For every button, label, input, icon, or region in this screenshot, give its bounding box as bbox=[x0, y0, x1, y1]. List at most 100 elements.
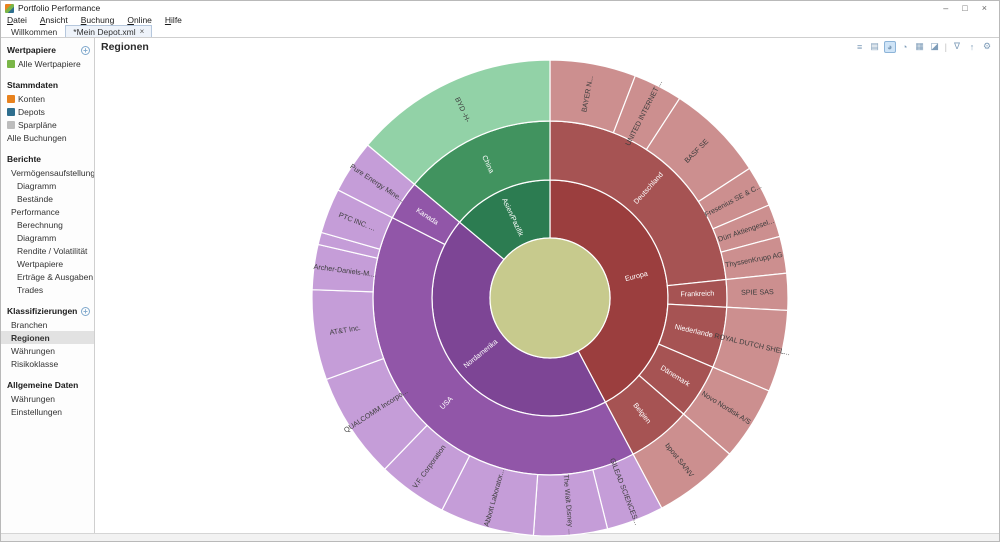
titlebar: Portfolio Performance – □ × bbox=[1, 1, 999, 14]
slice-label: SPIE SAS bbox=[741, 287, 774, 297]
chart-region: Europa Nordamerika Asien/Pazifik Deutschlan… bbox=[95, 55, 999, 537]
sidebar-item-depots[interactable]: Depots bbox=[1, 105, 94, 118]
list-view-icon[interactable]: ≡ bbox=[857, 41, 863, 52]
filter-icon[interactable]: ∇ bbox=[953, 41, 961, 51]
sidebar-item-label: Risikoklasse bbox=[11, 358, 59, 369]
tab-label: Willkommen bbox=[11, 26, 58, 37]
sidebar-item-label: Bestände bbox=[17, 193, 53, 204]
sidebar-item-berechnung[interactable]: Berechnung bbox=[1, 218, 94, 231]
savings-plan-icon bbox=[7, 120, 15, 129]
sidebar-item-label: Einstellungen bbox=[11, 406, 63, 417]
sidebar-item-verm-gensaufstellung[interactable]: Vermögensaufstellung bbox=[1, 166, 94, 179]
sidebar-item-label: Depots bbox=[18, 106, 45, 117]
slice-label: Frankreich bbox=[680, 289, 714, 299]
sidebar-item-label: Währungen bbox=[11, 393, 55, 404]
sidebar-item-label: Rendite / Volatilität bbox=[17, 245, 88, 256]
app-icon bbox=[5, 3, 14, 13]
sidebar-item-label: Erträge & Ausgaben bbox=[17, 271, 94, 282]
sidebar-section: Stammdaten Konten Depots Sparpläne Alle Buch… bbox=[1, 79, 94, 144]
main-header: Regionen ≡ ▤ ◕ ◔ ▦ ◪ | ∇ ↑ ⚙ bbox=[95, 38, 999, 55]
menubar: Datei Ansicht Buchung Online Hilfe bbox=[1, 14, 999, 26]
menu-item-online[interactable]: Online bbox=[127, 15, 152, 25]
menu-item-buchung[interactable]: Buchung bbox=[80, 15, 115, 25]
sidebar-item-diagramm[interactable]: Diagramm bbox=[1, 231, 94, 244]
portfolio-icon bbox=[7, 107, 15, 116]
sidebar-item-label: Wertpapiere bbox=[17, 258, 64, 269]
sidebar-item-ertr-ge-ausgaben[interactable]: Erträge & Ausgaben bbox=[1, 270, 94, 283]
sidebar-item-best-nde[interactable]: Bestände bbox=[1, 192, 94, 205]
close-button[interactable]: × bbox=[981, 2, 987, 13]
tabbar: Willkommen *Mein Depot.xml × bbox=[1, 25, 999, 38]
sidebar-item-label: Diagramm bbox=[17, 180, 57, 191]
sidebar-item-sparpl-ne[interactable]: Sparpläne bbox=[1, 118, 94, 131]
treemap-icon[interactable]: ▦ bbox=[915, 41, 924, 51]
plus-circle-icon[interactable]: + bbox=[81, 45, 90, 55]
sidebar-item-w-hrungen[interactable]: Währungen bbox=[1, 344, 94, 357]
window-title: Portfolio Performance bbox=[18, 3, 101, 13]
tab-label: *Mein Depot.xml bbox=[73, 26, 136, 37]
statusbar bbox=[1, 533, 999, 541]
sidebar-item-label: Berechnung bbox=[17, 219, 63, 230]
sidebar-item-regionen[interactable]: Regionen bbox=[1, 331, 94, 344]
sidebar-item-w-hrungen[interactable]: Währungen bbox=[1, 392, 94, 405]
sidebar: Wertpapiere + Alle Wertpapiere Stammdaten Ko… bbox=[1, 38, 95, 533]
sidebar-section: Klassifizierungen + Branchen Regionen Währun… bbox=[1, 305, 94, 370]
tab-close-icon[interactable]: × bbox=[139, 27, 145, 36]
page-title: Regionen bbox=[101, 40, 149, 53]
tab--mein-depot-xml[interactable]: *Mein Depot.xml × bbox=[65, 25, 153, 37]
menu-item-ansicht[interactable]: Ansicht bbox=[39, 15, 68, 25]
sidebar-section-title: Klassifizierungen bbox=[7, 306, 78, 316]
sidebar-section-title: Wertpapiere bbox=[7, 45, 56, 55]
plus-circle-icon[interactable]: + bbox=[81, 306, 90, 316]
sunburst-chart: EuropaNordamerikaAsien/PazifikDeutschlan… bbox=[311, 59, 791, 537]
view-toolbar: ≡ ▤ ◕ ◔ ▦ ◪ | ∇ ↑ ⚙ bbox=[854, 40, 993, 53]
minimize-button[interactable]: – bbox=[943, 2, 949, 13]
sidebar-section-header: Allgemeine Daten bbox=[1, 379, 94, 392]
settings-gear-icon[interactable]: ⚙ bbox=[982, 41, 992, 51]
toolbar-separator: | bbox=[944, 41, 947, 52]
sidebar-item-label: Währungen bbox=[11, 345, 55, 356]
sidebar-item-konten[interactable]: Konten bbox=[1, 92, 94, 105]
sidebar-section: Allgemeine Daten Währungen Einstellungen bbox=[1, 379, 94, 418]
sidebar-section-title: Berichte bbox=[7, 154, 42, 164]
sidebar-item-alle-wertpapiere[interactable]: Alle Wertpapiere bbox=[1, 57, 94, 70]
sidebar-item-label: Alle Wertpapiere bbox=[18, 58, 81, 69]
area-chart-icon[interactable]: ◪ bbox=[930, 41, 939, 51]
sunburst-slice-byd-h-[interactable] bbox=[366, 59, 551, 186]
sidebar-item-einstellungen[interactable]: Einstellungen bbox=[1, 405, 94, 418]
sidebar-section: Berichte Vermögensaufstellung Diagramm Best… bbox=[1, 153, 94, 296]
tab-willkommen[interactable]: Willkommen bbox=[3, 25, 65, 37]
maximize-button[interactable]: □ bbox=[962, 2, 968, 13]
sunburst-center bbox=[489, 237, 611, 359]
sidebar-section-header: Wertpapiere + bbox=[1, 44, 94, 57]
sidebar-item-label: Vermögensaufstellung bbox=[11, 167, 95, 178]
menu-item-datei[interactable]: Datei bbox=[7, 15, 27, 25]
sidebar-item-label: Sparpläne bbox=[18, 119, 57, 130]
sidebar-item-branchen[interactable]: Branchen bbox=[1, 318, 94, 331]
pie-chart-icon[interactable]: ◕ bbox=[883, 40, 896, 53]
sidebar-item-wertpapiere[interactable]: Wertpapiere bbox=[1, 257, 94, 270]
sidebar-section-header: Berichte bbox=[1, 153, 94, 166]
sidebar-section-title: Allgemeine Daten bbox=[7, 380, 79, 390]
sidebar-item-label: Branchen bbox=[11, 319, 48, 330]
sidebar-item-trades[interactable]: Trades bbox=[1, 283, 94, 296]
accounts-icon bbox=[7, 94, 15, 103]
sidebar-item-rendite-volatilit-t[interactable]: Rendite / Volatilität bbox=[1, 244, 94, 257]
sidebar-section-header: Klassifizierungen + bbox=[1, 305, 94, 318]
sidebar-item-risikoklasse[interactable]: Risikoklasse bbox=[1, 357, 94, 370]
sidebar-item-label: Alle Buchungen bbox=[7, 132, 67, 143]
sidebar-section-title: Stammdaten bbox=[7, 80, 59, 90]
sidebar-item-label: Diagramm bbox=[17, 232, 57, 243]
sidebar-item-label: Performance bbox=[11, 206, 60, 217]
stacked-chart-icon[interactable]: ▤ bbox=[870, 41, 879, 51]
sidebar-item-label: Regionen bbox=[11, 332, 50, 343]
sidebar-item-performance[interactable]: Performance bbox=[1, 205, 94, 218]
sidebar-item-alle-buchungen[interactable]: Alle Buchungen bbox=[1, 131, 94, 144]
donut-chart-icon[interactable]: ◔ bbox=[901, 41, 908, 52]
sidebar-item-label: Konten bbox=[18, 93, 45, 104]
export-icon[interactable]: ↑ bbox=[969, 41, 975, 52]
sidebar-item-diagramm[interactable]: Diagramm bbox=[1, 179, 94, 192]
main-panel: Regionen ≡ ▤ ◕ ◔ ▦ ◪ | ∇ ↑ ⚙ Europa Nordamerika Asi… bbox=[95, 38, 999, 537]
menu-item-hilfe[interactable]: Hilfe bbox=[164, 15, 182, 25]
